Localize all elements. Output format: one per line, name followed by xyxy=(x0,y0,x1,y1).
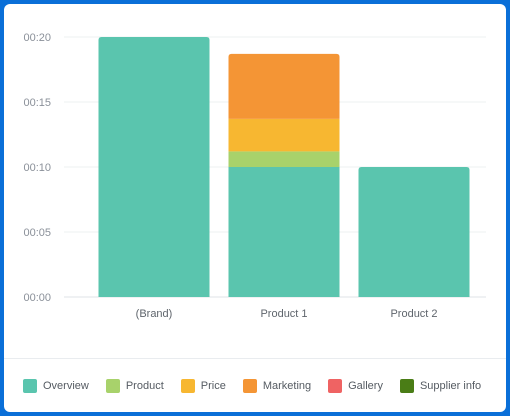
legend-label: Supplier info xyxy=(419,379,482,392)
bar-product-1-product[interactable] xyxy=(228,151,340,167)
y-tick-label: 00:05 xyxy=(23,227,51,239)
y-tick-label: 00:15 xyxy=(23,97,51,109)
legend-swatch xyxy=(399,378,414,393)
bar-product-2-overview[interactable] xyxy=(358,167,470,297)
chart-area: 00:00 00:05 00:10 00:15 00:20 (Brand) Product … xyxy=(4,4,506,358)
legend-item-overview[interactable]: Overview xyxy=(23,378,89,393)
x-tick-label: (Brand) xyxy=(136,308,173,320)
chart-legend: Overview Product Price Marketing Gallery Supp… xyxy=(4,359,506,412)
legend-label: Marketing xyxy=(262,379,312,392)
legend-swatch xyxy=(328,378,343,393)
stacked-bar-chart: 00:00 00:05 00:10 00:15 00:20 (Brand) Product … xyxy=(23,32,486,320)
legend-swatch xyxy=(23,378,37,393)
chart-card: 00:00 00:05 00:10 00:15 00:20 (Brand) Product … xyxy=(4,4,506,412)
legend-swatch xyxy=(180,378,195,393)
legend-label: Price xyxy=(200,379,226,392)
y-tick-label: 00:00 xyxy=(23,292,51,304)
legend-item-product[interactable]: Product xyxy=(105,378,164,393)
bar-brand-overview[interactable] xyxy=(98,37,210,297)
legend-label: Overview xyxy=(43,379,89,392)
bar-product-1-price[interactable] xyxy=(228,118,340,152)
legend-label: Gallery xyxy=(348,379,383,392)
x-tick-label: Product 2 xyxy=(390,308,437,320)
legend-item-gallery[interactable]: Gallery xyxy=(328,378,383,393)
x-tick-label: Product 1 xyxy=(260,308,307,320)
legend-item-marketing[interactable]: Marketing xyxy=(242,378,312,393)
legend-divider xyxy=(4,358,506,359)
bar-product-1-marketing[interactable] xyxy=(228,53,340,119)
y-tick-label: 00:20 xyxy=(23,32,51,44)
bar-product-1-overview[interactable] xyxy=(228,167,340,297)
legend-swatch xyxy=(105,378,120,393)
legend-swatch xyxy=(242,378,257,393)
legend-label: Product xyxy=(125,379,164,392)
legend-item-price[interactable]: Price xyxy=(180,378,226,393)
y-tick-label: 00:10 xyxy=(23,162,51,174)
legend-item-supplier-info[interactable]: Supplier info xyxy=(399,378,482,393)
